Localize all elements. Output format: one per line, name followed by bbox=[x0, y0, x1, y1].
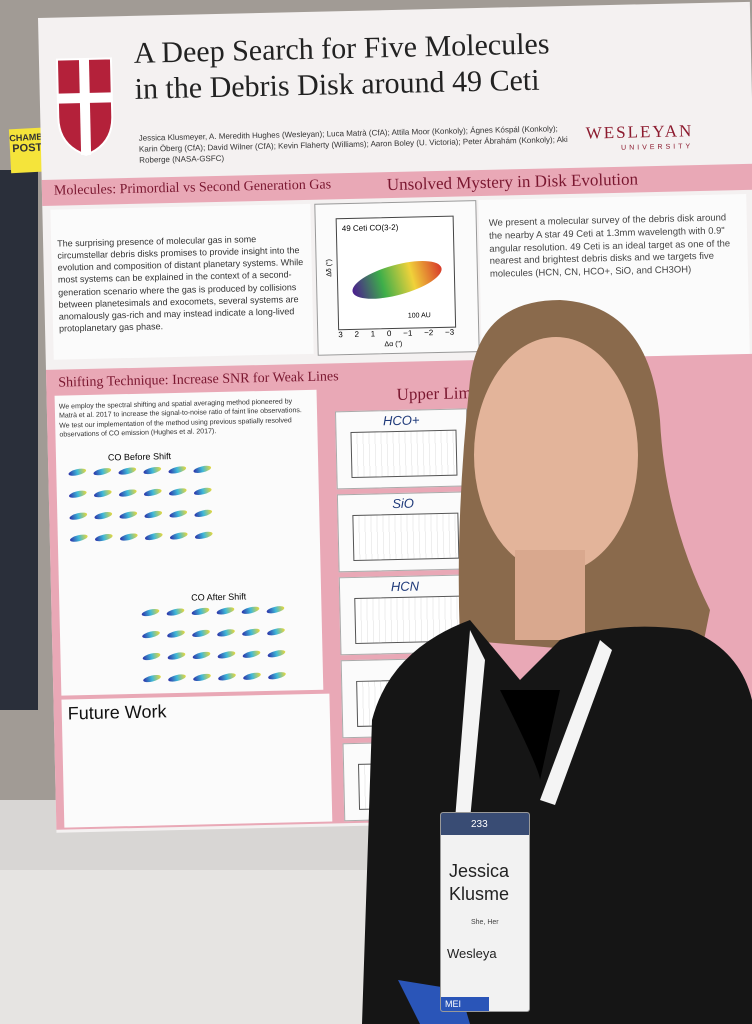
neighbor-poster bbox=[0, 170, 38, 710]
shield-logo bbox=[55, 57, 114, 157]
badge-number: 233 bbox=[441, 813, 529, 835]
table bbox=[0, 870, 370, 1024]
badge-last: Klusme bbox=[449, 884, 510, 904]
badge-pronouns: She, Her bbox=[471, 919, 499, 926]
badge-tag: MEI bbox=[441, 997, 489, 1011]
badge-school: Wesleya bbox=[447, 946, 497, 961]
name-badge: 233 Jessica Klusme She, Her Wesleya MEI bbox=[440, 812, 530, 1012]
badge-first: Jessica bbox=[449, 861, 510, 881]
poster: A Deep Search for Five Molecules in the … bbox=[38, 1, 752, 833]
